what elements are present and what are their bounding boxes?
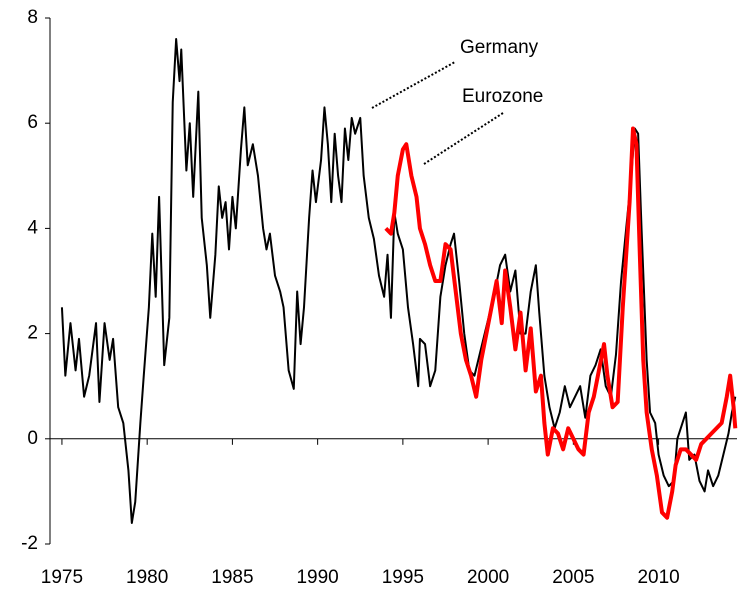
leader-line xyxy=(371,61,456,109)
y-tick-label: 4 xyxy=(27,217,38,238)
y-tick-label: 0 xyxy=(27,428,38,449)
x-tick-label: 1980 xyxy=(126,567,168,588)
y-tick-label: -2 xyxy=(21,533,38,554)
x-tick-label: 2010 xyxy=(637,567,679,588)
y-tick-label: 2 xyxy=(27,323,38,344)
x-tick-label: 1985 xyxy=(211,567,253,588)
x-tick-label: 2000 xyxy=(467,567,509,588)
series-label: Germany xyxy=(460,37,539,58)
x-tick-label: 1975 xyxy=(41,567,83,588)
x-tick-label: 1990 xyxy=(296,567,338,588)
x-tick-label: 1995 xyxy=(382,567,424,588)
series-label: Eurozone xyxy=(462,86,543,107)
y-tick-label: 6 xyxy=(27,112,38,133)
y-tick-label: 8 xyxy=(27,7,38,28)
series-line xyxy=(384,126,738,520)
leader-line xyxy=(423,112,504,165)
series-line xyxy=(60,38,737,524)
x-tick-label: 2005 xyxy=(552,567,594,588)
